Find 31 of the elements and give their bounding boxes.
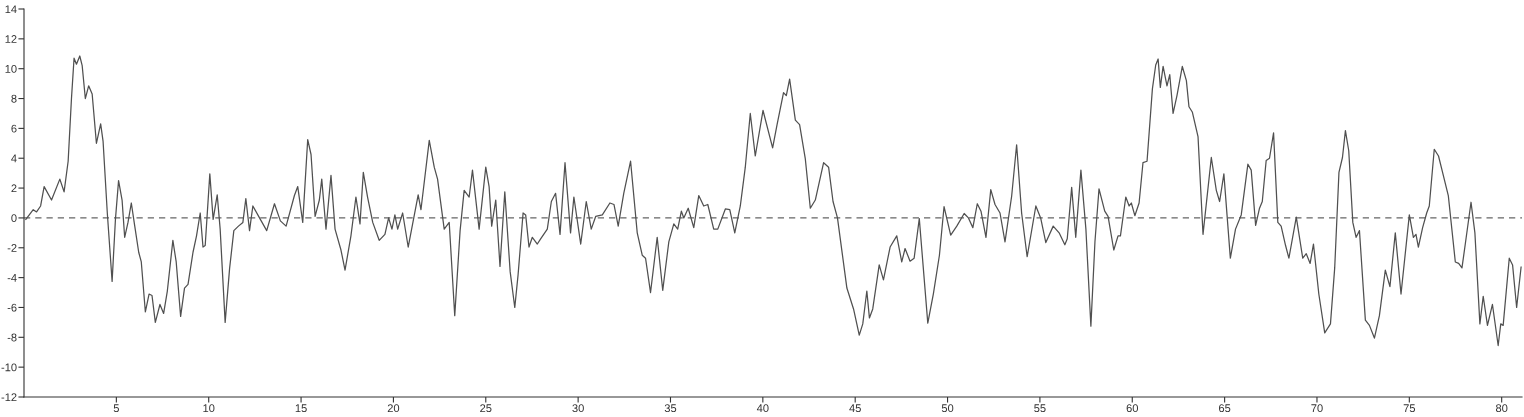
- x-tick-label: 65: [1219, 404, 1231, 413]
- y-tick-label: 0: [11, 214, 17, 223]
- x-tick-label: 30: [572, 404, 584, 413]
- y-tick-label: 2: [11, 184, 17, 193]
- x-tick-label: 15: [295, 404, 307, 413]
- y-tick-label: -4: [7, 274, 17, 282]
- y-tick-label: -10: [1, 363, 17, 372]
- x-tick-label: 50: [941, 404, 954, 413]
- x-tick-label: 70: [1311, 404, 1323, 413]
- y-tick-label: 8: [11, 94, 17, 103]
- x-tick-label: 35: [664, 404, 677, 413]
- x-tick-label: 60: [1126, 404, 1139, 413]
- y-tick-label: -8: [7, 333, 17, 342]
- x-tick-label: 25: [480, 404, 492, 413]
- x-tick-label: 40: [756, 404, 769, 413]
- y-tick-label: 14: [5, 5, 17, 14]
- y-tick-label: 6: [11, 124, 17, 133]
- y-tick-label: -12: [1, 393, 17, 402]
- y-tick-label: -2: [7, 244, 17, 252]
- x-tick-label: 45: [849, 404, 861, 413]
- line-series: [25, 55, 1522, 347]
- x-tick-label: 55: [1034, 404, 1046, 413]
- x-tick-label: 5: [113, 404, 119, 413]
- x-tick-label: 20: [387, 404, 400, 413]
- y-tick-label: -6: [7, 303, 17, 312]
- y-tick-label: 10: [5, 64, 17, 73]
- x-tick-label: 10: [203, 404, 215, 413]
- x-tick-label: 75: [1403, 404, 1416, 413]
- x-tick-label: 80: [1495, 404, 1508, 413]
- y-tick-label: 4: [11, 154, 17, 163]
- y-tick-label: 12: [5, 35, 17, 43]
